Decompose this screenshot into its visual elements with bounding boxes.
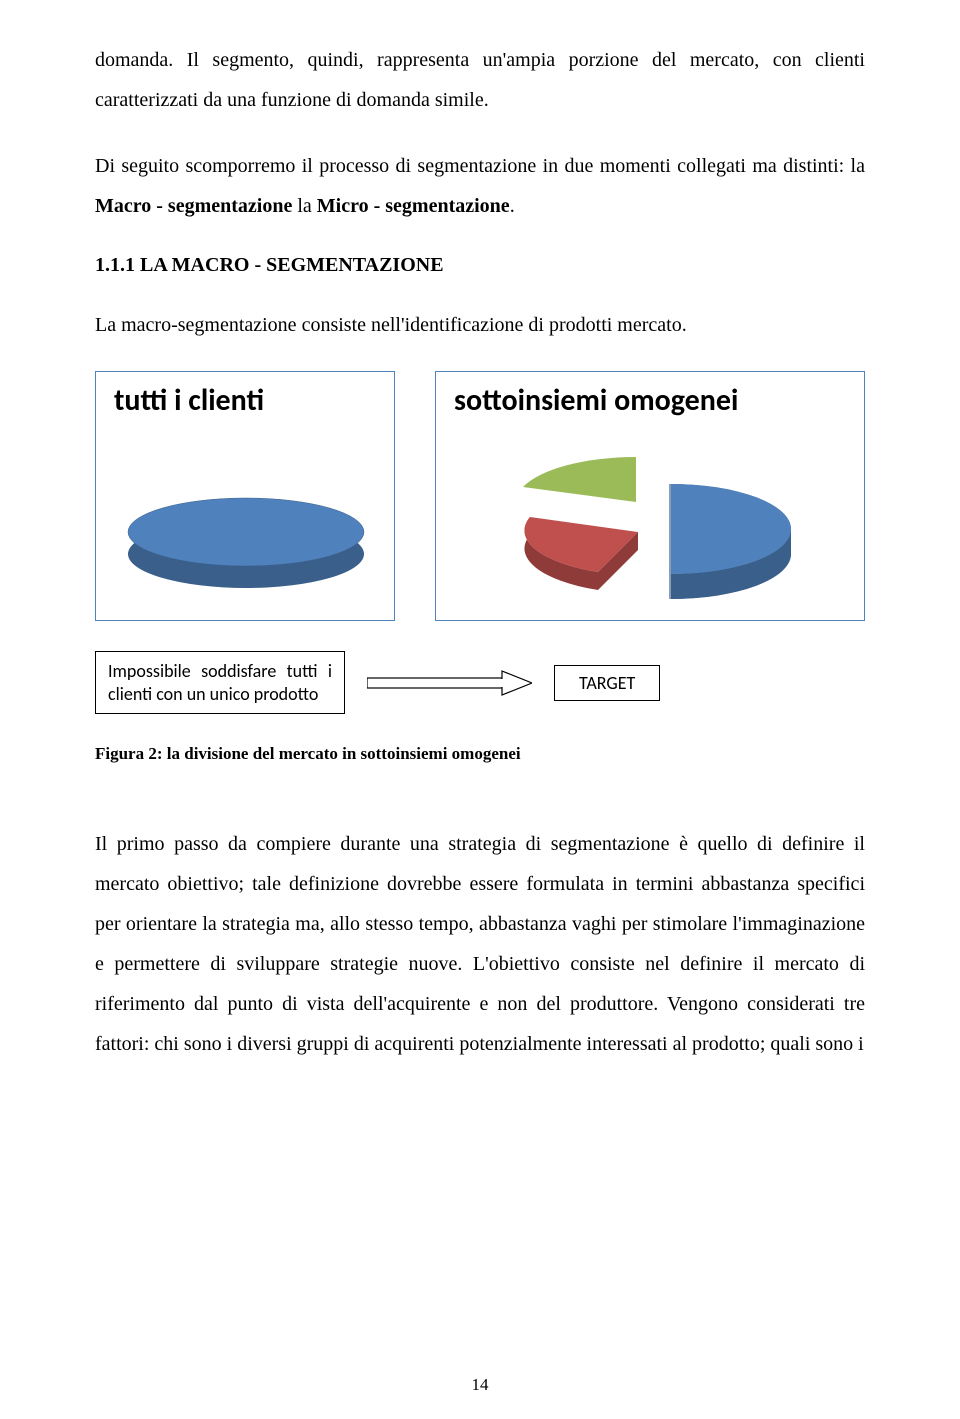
paragraph-3: La macro-segmentazione consiste nell'ide…: [95, 305, 865, 345]
diagram-box-all-clients: tutti i clienti: [95, 371, 395, 621]
diagram-title-left: tutti i clienti: [96, 372, 394, 419]
p2-part-c: la: [292, 195, 316, 217]
paragraph-4: Il primo passo da compiere durante una s…: [95, 824, 865, 1064]
p2-bold-1: Macro - segmentazione: [95, 195, 292, 217]
flow-row: Impossibile soddisfare tutti i clienti c…: [95, 651, 865, 714]
p2-bold-2: Micro - segmentazione: [317, 195, 510, 217]
pie-chart: [496, 447, 806, 607]
p2-part-a: Di seguito scomporremo il processo di se…: [95, 155, 865, 177]
diagram-title-right: sottoinsiemi omogenei: [436, 372, 864, 419]
arrow-icon: [367, 669, 532, 697]
p2-part-e: .: [510, 195, 515, 217]
figure-caption: Figura 2: la divisione del mercato in so…: [95, 744, 865, 764]
diagram-box-subsets: sottoinsiemi omogenei: [435, 371, 865, 621]
paragraph-1: domanda. Il segmento, quindi, rappresent…: [95, 40, 865, 120]
flow-target-box: TARGET: [554, 665, 660, 701]
disc-chart: [121, 482, 371, 592]
paragraph-2: Di seguito scomporremo il processo di se…: [95, 146, 865, 226]
diagram-row: tutti i clienti sottoinsiemi omogenei: [95, 371, 865, 621]
page-number: 14: [0, 1375, 960, 1395]
flow-left-box: Impossibile soddisfare tutti i clienti c…: [95, 651, 345, 714]
section-heading: 1.1.1 LA MACRO - SEGMENTAZIONE: [95, 254, 865, 277]
